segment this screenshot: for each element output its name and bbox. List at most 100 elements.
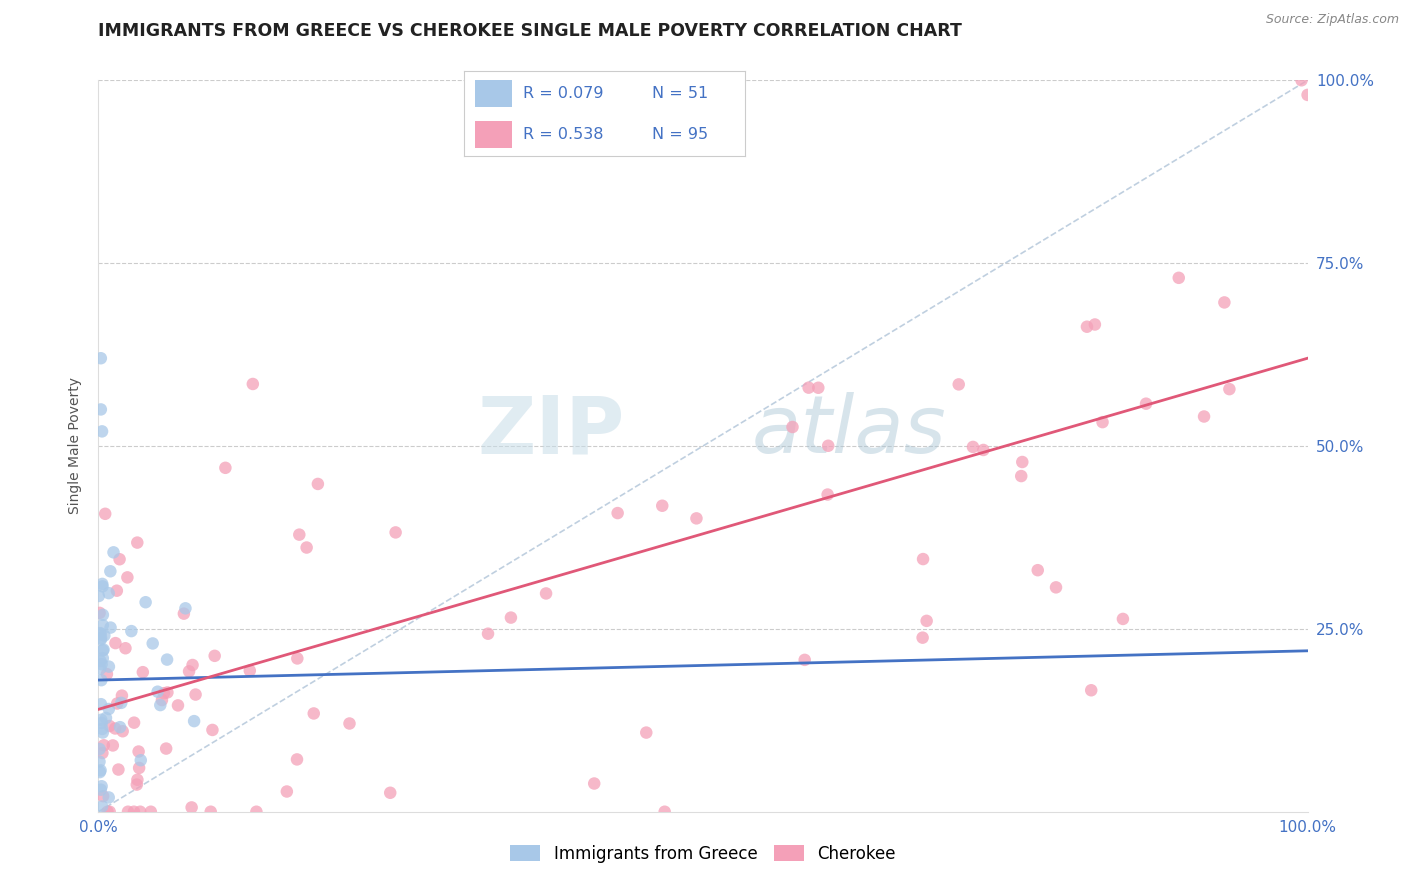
Point — [97, 790, 120, 805]
Point — [103, 545, 125, 559]
Point — [295, 541, 318, 555]
Point — [239, 664, 262, 678]
Point — [651, 499, 673, 513]
Y-axis label: Single Male Poverty: Single Male Poverty — [69, 377, 83, 515]
Point — [93, 738, 115, 752]
Point — [1192, 409, 1215, 424]
Point — [1011, 455, 1033, 469]
Point — [782, 420, 804, 434]
Point — [104, 636, 127, 650]
Point — [146, 684, 169, 698]
Point — [90, 351, 112, 366]
Point — [120, 624, 142, 639]
Point — [91, 746, 114, 760]
Point — [98, 805, 121, 819]
Point — [89, 765, 111, 780]
Point — [132, 665, 155, 680]
Text: IMMIGRANTS FROM GREECE VS CHEROKEE SINGLE MALE POVERTY CORRELATION CHART: IMMIGRANTS FROM GREECE VS CHEROKEE SINGL… — [98, 22, 962, 40]
Point — [1112, 612, 1135, 626]
Point — [685, 511, 707, 525]
Point — [97, 586, 120, 600]
Point — [91, 789, 114, 804]
Point — [89, 662, 111, 676]
Point — [117, 570, 139, 584]
Point — [285, 752, 308, 766]
Point — [108, 720, 131, 734]
Text: N = 95: N = 95 — [652, 127, 709, 142]
Point — [183, 714, 205, 728]
Point — [110, 696, 132, 710]
Point — [797, 381, 820, 395]
Point — [1091, 415, 1114, 429]
Point — [90, 673, 112, 688]
Point — [90, 657, 112, 672]
Point — [1296, 87, 1319, 102]
Point — [214, 460, 236, 475]
Point — [90, 764, 112, 778]
Point — [94, 507, 117, 521]
Point — [127, 772, 149, 787]
Point — [139, 805, 162, 819]
Point — [1167, 270, 1189, 285]
Point — [90, 779, 112, 793]
Point — [156, 652, 179, 666]
Point — [307, 477, 329, 491]
Point — [104, 722, 127, 736]
Point — [90, 715, 112, 730]
Point — [245, 805, 267, 819]
Point — [1045, 580, 1067, 594]
Point — [142, 636, 165, 650]
Point — [111, 724, 134, 739]
Text: N = 51: N = 51 — [652, 86, 709, 101]
Text: R = 0.079: R = 0.079 — [523, 86, 603, 101]
Point — [177, 665, 200, 679]
Point — [89, 606, 111, 620]
Point — [122, 715, 145, 730]
Point — [117, 805, 139, 819]
Point — [384, 525, 406, 540]
Point — [1213, 295, 1236, 310]
Point — [1026, 563, 1049, 577]
Point — [87, 589, 110, 603]
Point — [180, 800, 202, 814]
Point — [90, 402, 112, 417]
Point — [101, 739, 124, 753]
Point — [606, 506, 628, 520]
Point — [91, 579, 114, 593]
Point — [129, 753, 152, 767]
Point — [105, 697, 128, 711]
Point — [90, 632, 112, 647]
Point — [97, 702, 120, 716]
Point — [105, 583, 128, 598]
Point — [948, 377, 970, 392]
Point — [654, 805, 676, 819]
Point — [1084, 318, 1107, 332]
Point — [98, 719, 121, 733]
Point — [1291, 73, 1313, 87]
Text: Source: ZipAtlas.com: Source: ZipAtlas.com — [1265, 13, 1399, 27]
Point — [111, 689, 134, 703]
Point — [91, 651, 114, 665]
Point — [125, 778, 148, 792]
Point — [135, 595, 157, 609]
Legend: Immigrants from Greece, Cherokee: Immigrants from Greece, Cherokee — [503, 838, 903, 869]
Point — [156, 685, 179, 699]
Point — [962, 440, 984, 454]
Point — [90, 631, 112, 645]
Point — [242, 376, 264, 391]
Point — [1010, 469, 1032, 483]
Point — [288, 527, 311, 541]
Point — [114, 641, 136, 656]
Point — [94, 711, 117, 725]
Point — [911, 631, 934, 645]
Point — [93, 628, 115, 642]
Point — [793, 653, 815, 667]
Text: atlas: atlas — [751, 392, 946, 470]
Point — [91, 643, 114, 657]
Point — [150, 693, 173, 707]
Point — [817, 439, 839, 453]
Point — [636, 725, 658, 739]
Point — [97, 659, 120, 673]
Point — [108, 552, 131, 566]
Point — [149, 698, 172, 712]
